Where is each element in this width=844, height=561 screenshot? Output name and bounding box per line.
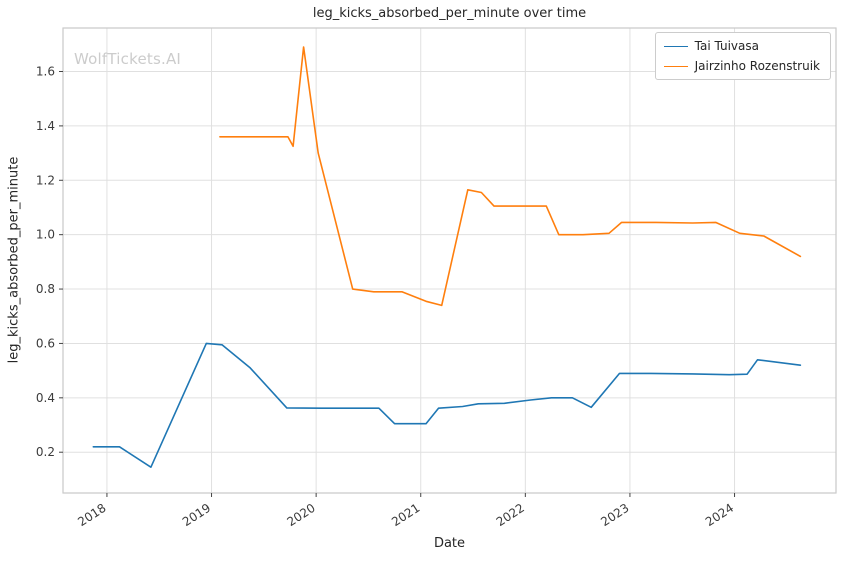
watermark: WolfTickets.AI	[74, 50, 182, 68]
series-line-0	[92, 342, 802, 469]
x-tick-label: 2023	[598, 501, 631, 529]
x-tick-label: 2024	[703, 501, 736, 529]
legend-label: Jairzinho Rozenstruik	[694, 59, 820, 73]
y-tick-label: 0.2	[36, 445, 55, 459]
x-axis-label: Date	[433, 536, 466, 551]
legend-line-sample-orange	[663, 65, 688, 67]
y-tick-label: 1.4	[36, 119, 55, 133]
y-tick-label: 0.4	[36, 391, 55, 405]
y-tick-label: 1.6	[36, 65, 55, 79]
y-axis-label: leg_kicks_absorbed_per_minute	[6, 156, 22, 364]
chart-title: leg_kicks_absorbed_per_minute over time	[312, 6, 587, 21]
legend-label: Tai Tuivasa	[694, 39, 759, 53]
legend-line-sample-blue	[663, 45, 688, 47]
y-tick-label: 0.8	[36, 282, 55, 296]
series-line-1	[219, 46, 802, 307]
y-tick-label: 1.2	[36, 173, 55, 187]
plot-background	[63, 28, 836, 493]
legend-item-jairzinho-rozenstruik[interactable]: Jairzinho Rozenstruik	[663, 59, 820, 73]
x-tick-label: 2019	[180, 501, 213, 529]
x-tick-label: 2018	[75, 501, 108, 529]
x-tick-label: 2022	[494, 501, 527, 529]
legend-item-tai-tuivasa[interactable]: Tai Tuivasa	[663, 39, 820, 53]
axes-border	[62, 27, 837, 494]
x-tick-label: 2021	[389, 501, 422, 529]
y-tick-label: 0.6	[36, 336, 55, 350]
y-tick-label: 1.0	[36, 228, 55, 242]
legend[interactable]: Tai Tuivasa Jairzinho Rozenstruik	[654, 32, 831, 80]
x-tick-label: 2020	[285, 501, 318, 529]
